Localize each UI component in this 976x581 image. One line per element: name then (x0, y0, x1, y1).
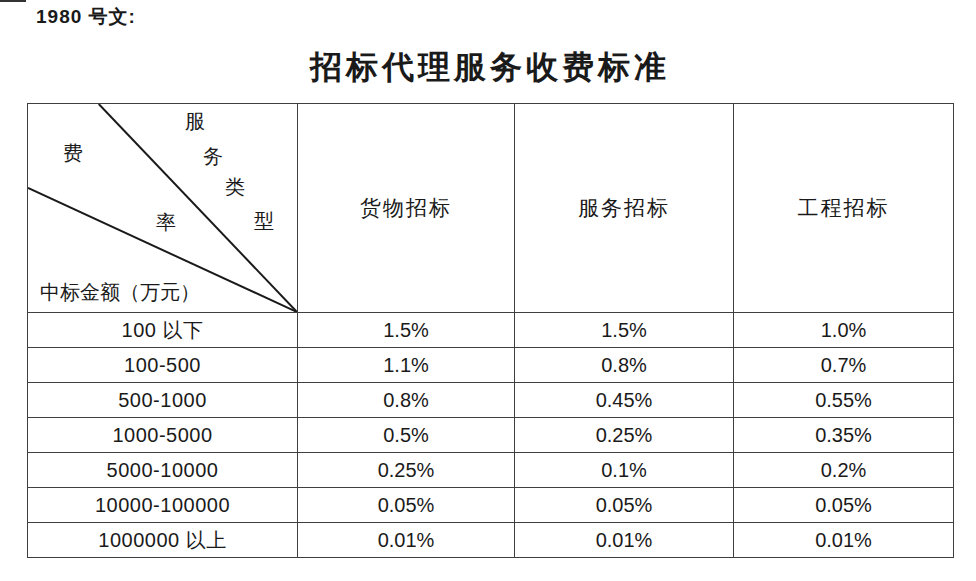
page-title: 招标代理服务收费标准 (27, 46, 953, 90)
table-row: 1000000 以上 0.01% 0.01% 0.01% (28, 523, 954, 558)
goods-rate-cell: 1.5% (298, 313, 515, 348)
column-header-engineering: 工程招标 (734, 104, 954, 313)
service-rate-cell: 0.8% (515, 348, 734, 383)
service-rate-cell: 0.25% (515, 418, 734, 453)
amount-range-cell: 10000-100000 (28, 488, 298, 523)
engineering-rate-cell: 1.0% (734, 313, 954, 348)
column-header-goods: 货物招标 (298, 104, 515, 313)
goods-rate-cell: 0.25% (298, 453, 515, 488)
engineering-rate-cell: 0.01% (734, 523, 954, 558)
document-number: 1980 号文: (36, 4, 136, 30)
corner-label-bid-amount: 中标金额（万元） (40, 279, 200, 306)
document-page: 1980 号文: 招标代理服务收费标准 服 务 类 型 费 (0, 0, 976, 581)
goods-rate-cell: 0.05% (298, 488, 515, 523)
corner-label-service-type-char-4: 型 (253, 210, 275, 232)
table-row: 100 以下 1.5% 1.5% 1.0% (28, 313, 954, 348)
page-edge-artifact (0, 0, 26, 2)
goods-rate-cell: 1.1% (298, 348, 515, 383)
service-rate-cell: 0.05% (515, 488, 734, 523)
amount-range-cell: 100 以下 (28, 313, 298, 348)
fee-table-header-row: 服 务 类 型 费 率 中标金额（万元） 货物招标 服务招标 工程招标 (28, 104, 954, 313)
table-row: 5000-10000 0.25% 0.1% 0.2% (28, 453, 954, 488)
table-row: 500-1000 0.8% 0.45% 0.55% (28, 383, 954, 418)
column-header-service: 服务招标 (515, 104, 734, 313)
amount-range-cell: 1000-5000 (28, 418, 298, 453)
diagonal-corner-cell: 服 务 类 型 费 率 中标金额（万元） (28, 104, 298, 313)
amount-range-cell: 5000-10000 (28, 453, 298, 488)
service-rate-cell: 0.45% (515, 383, 734, 418)
service-rate-cell: 1.5% (515, 313, 734, 348)
amount-range-cell: 100-500 (28, 348, 298, 383)
goods-rate-cell: 0.01% (298, 523, 515, 558)
engineering-rate-cell: 0.35% (734, 418, 954, 453)
corner-label-service-type-char-1: 服 (184, 110, 206, 132)
corner-label-fee-rate-char-2: 率 (155, 211, 177, 233)
corner-label-service-type-char-3: 类 (224, 176, 246, 198)
corner-label-service-type-char-2: 务 (202, 145, 224, 167)
table-row: 1000-5000 0.5% 0.25% 0.35% (28, 418, 954, 453)
engineering-rate-cell: 0.05% (734, 488, 954, 523)
corner-label-fee-rate-char-1: 费 (62, 142, 84, 164)
amount-range-cell: 500-1000 (28, 383, 298, 418)
goods-rate-cell: 0.8% (298, 383, 515, 418)
table-row: 10000-100000 0.05% 0.05% 0.05% (28, 488, 954, 523)
engineering-rate-cell: 0.55% (734, 383, 954, 418)
amount-range-cell: 1000000 以上 (28, 523, 298, 558)
goods-rate-cell: 0.5% (298, 418, 515, 453)
table-row: 100-500 1.1% 0.8% 0.7% (28, 348, 954, 383)
engineering-rate-cell: 0.7% (734, 348, 954, 383)
fee-table: 服 务 类 型 费 率 中标金额（万元） 货物招标 服务招标 工程招标 100 … (27, 103, 954, 558)
service-rate-cell: 0.1% (515, 453, 734, 488)
service-rate-cell: 0.01% (515, 523, 734, 558)
engineering-rate-cell: 0.2% (734, 453, 954, 488)
